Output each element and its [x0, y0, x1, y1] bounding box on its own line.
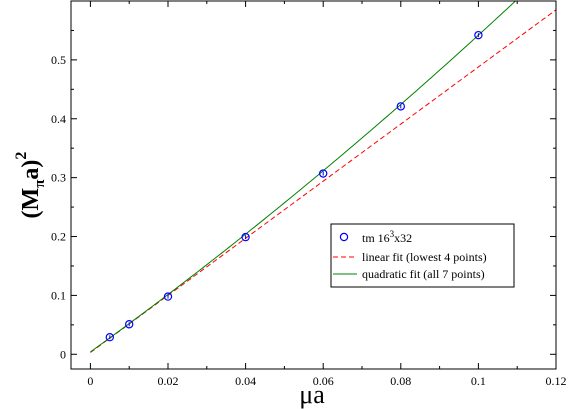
legend-label-quadratic-fit: quadratic fit (all 7 points)	[362, 267, 485, 281]
legend-label-points: tm 163x32	[362, 229, 412, 245]
x-tick-label: 0.02	[158, 374, 179, 388]
x-axis: 0 0.02 0.04 0.06 0.08 0.1 0.12	[87, 1, 567, 388]
legend-label-points-superscript: 3	[390, 229, 395, 239]
y-tick-label: 0.5	[51, 53, 66, 67]
x-tick-label: 0.08	[390, 374, 411, 388]
x-tick-label: 0.12	[546, 374, 567, 388]
data-point	[474, 30, 483, 40]
x-tick-label: 0.06	[313, 374, 334, 388]
y-tick-label: 0.2	[51, 230, 66, 244]
y-axis-title-main: (M	[18, 188, 44, 219]
x-tick-label: 0	[87, 374, 93, 388]
x-tick-label: 0.04	[235, 374, 256, 388]
x-tick-label: 0.1	[471, 374, 486, 388]
data-point	[241, 232, 250, 242]
y-tick-label: 0.1	[51, 288, 66, 302]
legend-label-points-main: tm 16	[362, 231, 390, 245]
y-axis: 0 0.1 0.2 0.3 0.4 0.5	[51, 29, 556, 361]
data-point	[396, 102, 405, 111]
legend-marker-points	[339, 232, 349, 242]
data-point	[163, 292, 173, 301]
x-axis-title: μa	[299, 380, 325, 409]
data-point	[124, 320, 134, 329]
legend: tm 163x32 linear fit (lowest 4 points) q…	[330, 223, 515, 288]
y-tick-label: 0.3	[51, 171, 66, 185]
y-tick-label: 0	[60, 347, 66, 361]
y-axis-title-superscript: 2	[13, 152, 30, 160]
y-axis-title: (Mπa)2	[13, 152, 48, 219]
y-axis-title-tail: a)	[18, 160, 44, 180]
plot-frame	[70, 0, 557, 370]
legend-label-points-tail: x32	[394, 231, 412, 245]
data-points	[105, 30, 483, 342]
data-point	[105, 333, 115, 342]
data-point	[319, 169, 328, 178]
y-axis-title-subscript: π	[32, 179, 48, 188]
y-tick-label: 0.4	[51, 112, 66, 126]
legend-label-linear-fit: linear fit (lowest 4 points)	[362, 250, 487, 264]
legend-box	[330, 223, 515, 288]
